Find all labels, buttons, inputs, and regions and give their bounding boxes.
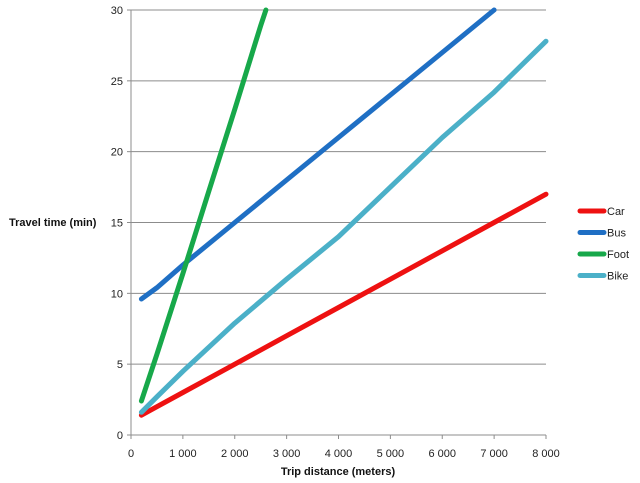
legend-label-car: Car: [607, 206, 625, 218]
x-tick-label: 5 000: [377, 448, 405, 460]
y-tick-label: 15: [111, 218, 123, 230]
legend-label-bus: Bus: [607, 228, 626, 240]
x-tick-label: 3 000: [273, 448, 301, 460]
axes: [127, 9, 547, 439]
tick-labels: 0 5 10 15 20 25 30 0 1 000 2 000 3 000 4 000 5 000 6 …: [111, 5, 560, 460]
y-tick-label: 20: [111, 147, 123, 159]
y-axis-title: Travel time (min): [9, 217, 97, 229]
y-tick-label: 30: [111, 5, 123, 17]
x-tick-label: 8 000: [532, 448, 560, 460]
y-tick-label: 0: [117, 430, 123, 442]
legend: Car Bus Foot Bike: [577, 206, 629, 283]
series-line-foot: [138, 7, 269, 404]
series-line-bike: [138, 38, 549, 415]
x-tick-label: 7 000: [480, 448, 508, 460]
legend-label-foot: Foot: [607, 249, 629, 261]
series-lines: [138, 7, 549, 418]
grid-lines: [131, 9, 546, 365]
x-tick-label: 0: [128, 448, 134, 460]
x-tick-label: 4 000: [325, 448, 353, 460]
y-tick-label: 5: [117, 359, 123, 371]
y-tick-label: 25: [111, 76, 123, 88]
series-line-bus: [138, 7, 497, 302]
x-axis-title: Trip distance (meters): [281, 466, 396, 478]
legend-label-bike: Bike: [607, 271, 628, 283]
x-tick-label: 1 000: [169, 448, 197, 460]
y-tick-label: 10: [111, 288, 123, 300]
x-tick-label: 6 000: [428, 448, 456, 460]
x-tick-label: 2 000: [221, 448, 249, 460]
series-line-car: [138, 191, 549, 418]
